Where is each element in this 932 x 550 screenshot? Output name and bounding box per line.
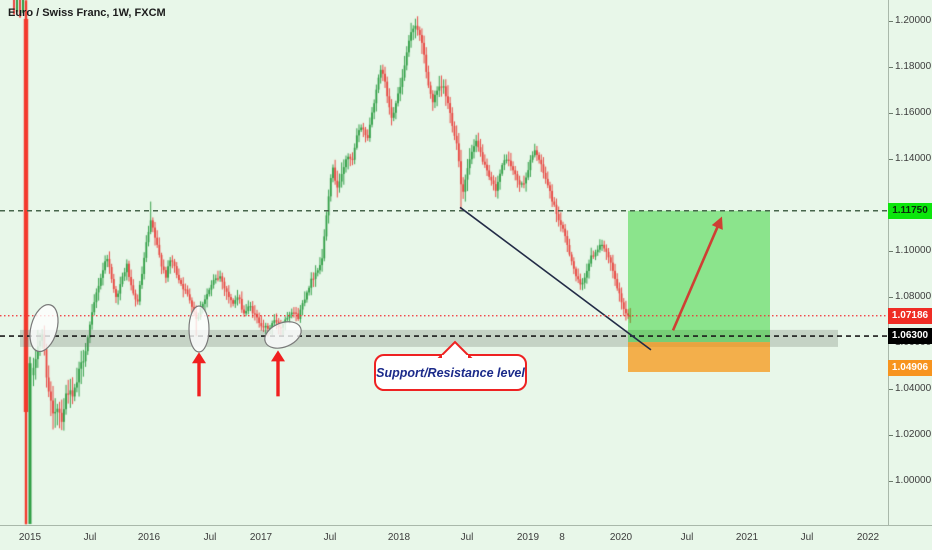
price-tick-mark [888,297,893,298]
support-resistance-callout[interactable]: Support/Resistance level [374,340,527,391]
time-tick-label: 2016 [137,532,161,543]
price-tick-mark [888,159,893,160]
price-label-badge: 1.11750 [888,202,932,219]
time-tick-label: 2022 [856,532,880,543]
time-tick-label: Jul [460,532,474,543]
time-tick-label: 2018 [387,532,411,543]
price-tick-label: 1.16000 [895,107,932,118]
price-tick-label: 1.10000 [895,245,932,256]
price-tick-mark [888,435,893,436]
callout-label: Support/Resistance level [376,365,525,380]
price-axis-separator [888,0,889,525]
price-tick-mark [888,67,893,68]
price-tick-label: 1.02000 [895,429,932,440]
price-tick-label: 1.14000 [895,153,932,164]
price-tick-mark [888,113,893,114]
time-tick-label: Jul [800,532,814,543]
price-tick-label: 1.00000 [895,475,932,486]
price-tick-label: 1.18000 [895,61,932,72]
time-tick-label: Jul [203,532,217,543]
time-tick-label: 8 [559,532,565,543]
time-tick-label: 2017 [249,532,273,543]
price-tick-mark [888,481,893,482]
price-tick-label: 1.08000 [895,291,932,302]
time-tick-label: 2015 [18,532,42,543]
time-tick-label: 2019 [516,532,540,543]
time-tick-label: Jul [83,532,97,543]
price-tick-label: 1.04000 [895,383,932,394]
time-tick-label: 2020 [609,532,633,543]
callout-tail [437,340,473,359]
price-label-badge: 1.04906 [888,360,932,377]
price-tick-mark [888,389,893,390]
price-label-badge: 1.07186 [888,307,932,324]
symbol-title: Euro / Swiss Franc, 1W, FXCM [8,7,166,19]
time-tick-label: Jul [323,532,337,543]
price-tick-mark [888,21,893,22]
price-label-badge: 1.06300 [888,328,932,345]
time-axis-separator [0,525,932,526]
price-tick-label: 1.20000 [895,15,932,26]
time-tick-label: Jul [680,532,694,543]
price-tick-mark [888,251,893,252]
time-tick-label: 2021 [735,532,759,543]
